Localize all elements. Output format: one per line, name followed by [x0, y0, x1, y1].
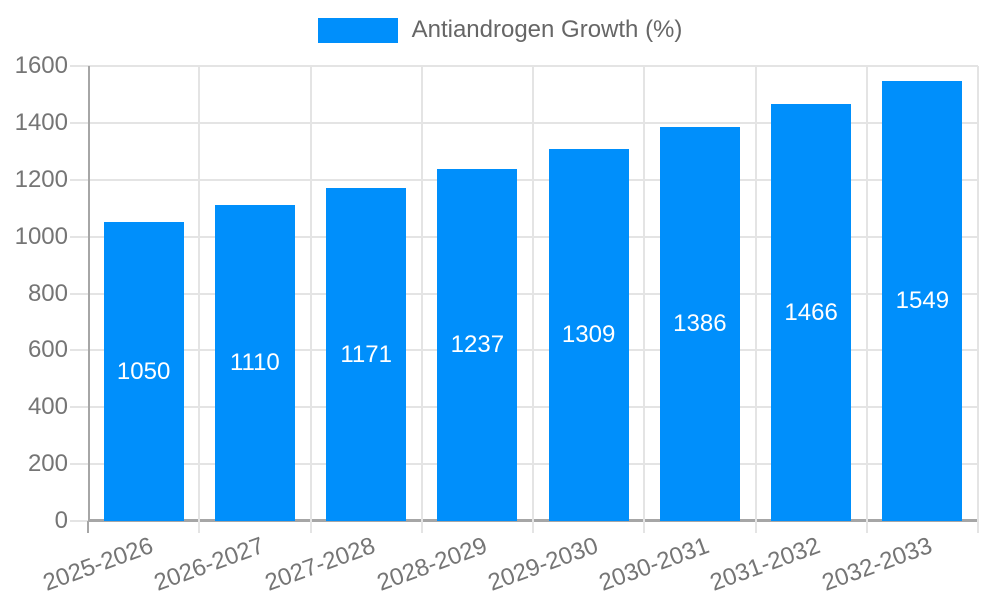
bar[interactable]: 1549 — [882, 80, 963, 521]
legend-item[interactable]: Antiandrogen Growth (%) — [0, 16, 1000, 44]
y-axis-tick-label: 400 — [27, 393, 68, 421]
plot-area: 1050 1110 1171 1237 1309 1386 1466 1549 — [88, 65, 979, 522]
v-gridline — [198, 66, 201, 521]
x-tick-mark — [420, 521, 423, 533]
x-axis-category-label: 2026-2027 — [150, 532, 268, 597]
bar[interactable]: 1386 — [659, 126, 740, 521]
x-tick-mark — [198, 521, 201, 533]
v-gridline — [643, 66, 646, 521]
x-axis-category-label: 2025-2026 — [39, 532, 157, 597]
x-axis-category-label: 2031-2032 — [706, 532, 825, 597]
bar[interactable]: 1237 — [437, 169, 518, 521]
y-tick-mark — [70, 349, 88, 352]
y-axis-tick-label: 600 — [27, 336, 68, 364]
y-tick-mark — [70, 463, 88, 466]
v-gridline — [977, 66, 979, 521]
v-gridline — [532, 66, 534, 521]
bar-value-label: 1309 — [561, 320, 616, 348]
y-tick-mark — [70, 292, 88, 295]
x-tick-mark — [532, 521, 534, 533]
legend-label: Antiandrogen Growth (%) — [411, 16, 683, 43]
y-tick-mark — [70, 121, 88, 124]
x-axis-category-label: 2029-2030 — [484, 532, 602, 597]
bar-value-label: 1386 — [673, 309, 727, 337]
x-axis-category-label: 2032-2033 — [818, 532, 936, 597]
bar-value-label: 1050 — [116, 357, 171, 385]
y-axis-line — [88, 66, 90, 521]
v-gridline — [754, 66, 757, 521]
y-axis-tick-label: 1200 — [14, 165, 68, 193]
v-gridline — [420, 66, 423, 521]
y-axis-tick-label: 800 — [27, 279, 68, 307]
y-axis-tick-label: 1000 — [14, 222, 68, 250]
bar[interactable]: 1110 — [214, 205, 295, 521]
v-gridline — [309, 66, 312, 521]
x-tick-mark — [309, 521, 312, 533]
bar[interactable]: 1050 — [103, 222, 184, 521]
bar[interactable]: 1466 — [771, 104, 852, 521]
x-axis-category-label: 2030-2031 — [595, 532, 713, 597]
bar[interactable]: 1171 — [326, 188, 407, 521]
y-tick-mark — [70, 520, 88, 522]
bar-value-label: 1237 — [450, 331, 505, 359]
bar-value-label: 1466 — [784, 298, 838, 326]
y-tick-mark — [70, 65, 88, 67]
bar-value-label: 1549 — [895, 286, 950, 314]
x-tick-mark — [643, 521, 646, 533]
bar[interactable]: 1309 — [548, 148, 629, 521]
y-axis-tick-label: 200 — [27, 450, 68, 478]
legend-swatch — [317, 17, 398, 43]
x-tick-mark — [754, 521, 757, 533]
v-gridline — [865, 66, 868, 521]
y-axis-tick-label: 0 — [54, 507, 68, 534]
y-axis-tick-label: 1600 — [14, 52, 68, 79]
x-tick-mark — [87, 521, 89, 533]
y-tick-mark — [70, 178, 88, 181]
bar-value-label: 1110 — [229, 349, 280, 377]
x-axis-category-label: 2027-2028 — [261, 532, 380, 597]
bar-value-label: 1171 — [340, 340, 392, 368]
x-axis-category-label: 2028-2029 — [373, 532, 491, 597]
x-tick-mark — [865, 521, 868, 533]
x-tick-mark — [977, 521, 979, 533]
y-tick-mark — [70, 235, 88, 238]
y-tick-mark — [70, 406, 88, 409]
y-axis-tick-label: 1400 — [14, 108, 68, 136]
